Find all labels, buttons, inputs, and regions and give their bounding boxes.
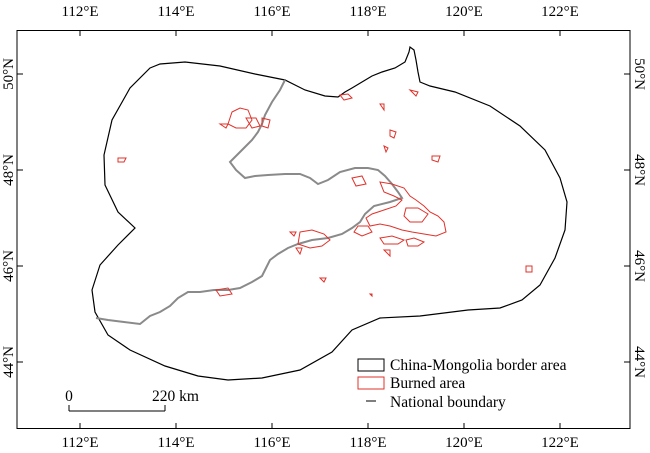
left-tick-label: 46°N	[1, 250, 17, 282]
burned-patch	[379, 235, 406, 245]
burned-patch	[288, 231, 297, 237]
left-tick-label: 50°N	[1, 58, 17, 90]
burned-patch	[365, 181, 447, 237]
top-tick-label: 116°E	[253, 4, 290, 20]
burned-patch	[297, 229, 331, 249]
right-tick-label: 44°N	[631, 346, 647, 378]
top-tick-label: 114°E	[157, 4, 194, 20]
burned-patch	[218, 123, 229, 129]
legend-label-burned: Burned area	[390, 375, 465, 392]
left-tick-label: 44°N	[1, 346, 17, 378]
burned-patch	[431, 155, 441, 163]
national-boundary-line	[95, 79, 404, 326]
top-tick-marks	[79, 30, 561, 36]
right-tick-labels: 50°N 48°N 46°N 44°N	[631, 58, 647, 378]
scale-bar-start-label: 0	[65, 388, 73, 405]
burned-patch	[339, 93, 353, 101]
left-tick-marks	[17, 73, 23, 363]
burned-patch	[117, 157, 127, 163]
left-tick-label: 48°N	[1, 154, 17, 186]
burned-patch	[389, 129, 397, 139]
top-tick-label: 122°E	[541, 4, 579, 20]
burned-patch	[353, 225, 373, 237]
bottom-tick-labels: 112°E 114°E 116°E 118°E 120°E 122°E	[61, 435, 578, 451]
burned-patch	[382, 249, 391, 258]
right-tick-label: 46°N	[631, 250, 647, 282]
scale-bar: 0 220 km	[65, 388, 199, 412]
burned-patch	[379, 103, 385, 112]
right-tick-marks	[624, 73, 630, 363]
burned-patch	[368, 293, 373, 298]
bottom-tick-marks	[79, 423, 561, 429]
burned-patch	[525, 265, 533, 273]
burned-patch	[227, 107, 253, 129]
legend-label-study-area: China-Mongolia border area	[390, 357, 567, 374]
study-area-outline	[91, 45, 568, 381]
burned-patch	[383, 145, 389, 154]
burned-patch	[295, 247, 303, 256]
legend-label-boundary: National boundary	[390, 394, 506, 411]
burned-patch	[245, 117, 261, 129]
left-tick-labels: 50°N 48°N 46°N 44°N	[1, 58, 17, 378]
bottom-tick-label: 122°E	[541, 435, 579, 451]
burned-patch	[351, 175, 367, 187]
right-tick-label: 48°N	[631, 154, 647, 186]
bottom-tick-label: 112°E	[61, 435, 98, 451]
map-frame	[16, 30, 631, 429]
right-tick-label: 50°N	[631, 58, 647, 90]
burned-patch	[318, 277, 327, 283]
top-tick-labels: 112°E 114°E 116°E 118°E 120°E 122°E	[61, 4, 578, 20]
burned-areas	[117, 89, 533, 298]
burned-patch	[403, 207, 429, 223]
legend-swatch-study-area	[357, 358, 385, 372]
burned-patch	[405, 237, 426, 247]
legend: China-Mongolia border area Burned area N…	[357, 357, 567, 411]
top-tick-label: 118°E	[349, 4, 386, 20]
burned-patch	[408, 89, 419, 97]
bottom-tick-label: 120°E	[445, 435, 483, 451]
top-tick-label: 120°E	[445, 4, 483, 20]
burned-patch	[215, 287, 233, 297]
burned-patch	[261, 117, 271, 129]
bottom-tick-label: 118°E	[349, 435, 386, 451]
bottom-tick-label: 116°E	[253, 435, 290, 451]
legend-swatch-burned	[357, 376, 385, 390]
scale-bar-end-label: 220 km	[152, 388, 199, 405]
top-tick-label: 112°E	[61, 4, 98, 20]
bottom-tick-label: 114°E	[157, 435, 194, 451]
